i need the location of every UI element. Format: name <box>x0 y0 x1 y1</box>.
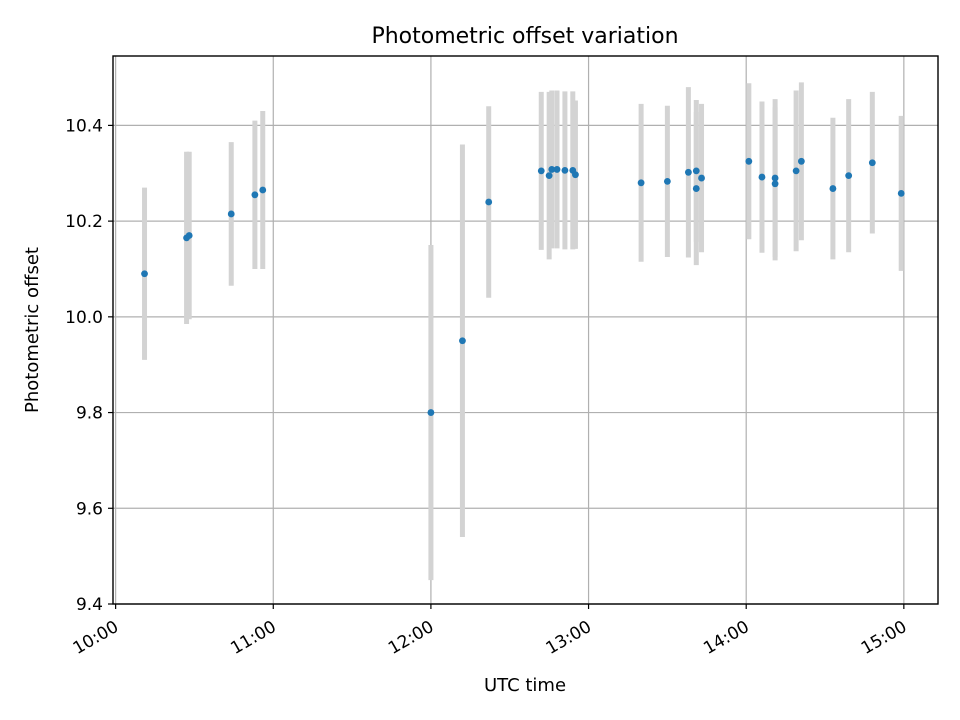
data-point <box>771 180 779 188</box>
data-points <box>141 157 905 416</box>
x-axis-label: UTC time <box>484 675 566 696</box>
data-point <box>698 174 705 182</box>
data-point <box>868 159 876 167</box>
y-tick-label: 9.8 <box>76 404 103 424</box>
y-tick-label: 10.0 <box>65 308 103 328</box>
y-axis-label: Photometric offset <box>22 247 43 413</box>
data-point <box>185 232 193 239</box>
data-point <box>845 172 853 180</box>
plot-frame <box>112 55 939 605</box>
data-point <box>771 174 779 182</box>
data-point <box>553 166 561 173</box>
data-point <box>227 210 235 218</box>
data-point <box>663 177 671 185</box>
data-point <box>251 191 259 199</box>
data-point <box>259 186 267 194</box>
data-point <box>692 185 700 192</box>
data-point <box>792 167 800 175</box>
data-point <box>545 172 553 180</box>
data-point <box>561 166 569 174</box>
y-tick-label: 10.2 <box>65 212 103 232</box>
data-point <box>485 198 493 206</box>
data-point <box>897 189 905 197</box>
y-tick-label: 9.4 <box>76 595 103 615</box>
data-point <box>537 167 545 175</box>
data-point <box>692 167 700 175</box>
chart-title: Photometric offset variation <box>371 24 678 49</box>
data-point <box>459 337 466 345</box>
data-point <box>637 179 645 187</box>
data-point <box>745 157 753 165</box>
y-tick-label: 9.6 <box>76 499 103 519</box>
y-axis-ticks: 9.4 9.6 9.8 10.0 10.2 10.4 <box>65 116 113 615</box>
data-point <box>758 173 766 181</box>
data-point <box>797 157 805 165</box>
y-tick-label: 10.4 <box>65 116 103 136</box>
data-point <box>427 409 435 416</box>
data-point <box>548 166 556 173</box>
data-point <box>141 270 148 278</box>
data-point <box>684 168 692 176</box>
data-point <box>829 185 837 192</box>
data-point <box>572 171 579 179</box>
